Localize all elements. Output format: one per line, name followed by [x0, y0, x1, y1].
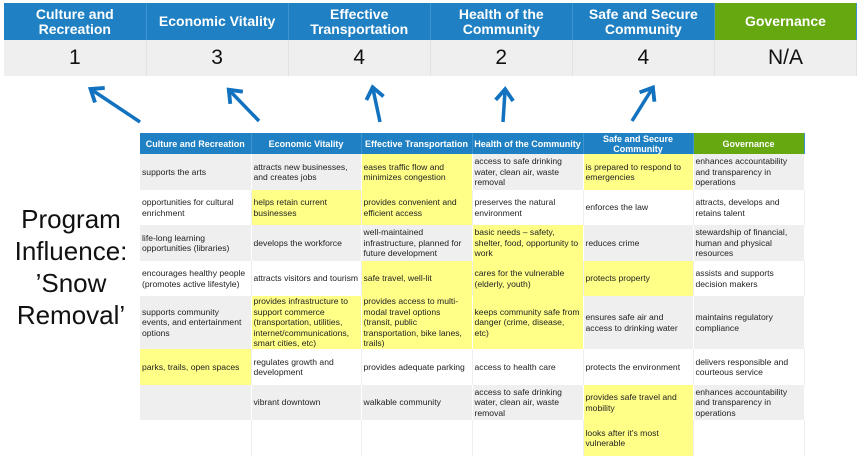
table-cell: protects the environment [583, 349, 694, 385]
score-governance: N/A [714, 40, 858, 76]
table-cell: reduces crime [583, 225, 694, 261]
table-cell: supports community events, and entertain… [140, 296, 252, 349]
table-cell [140, 420, 252, 456]
summary-header-transportation: Effective Transportation [288, 3, 431, 40]
score-health: 2 [430, 40, 573, 76]
table-cell: provides adequate parking [361, 349, 473, 385]
table-cell: ensures safe air and access to drinking … [583, 296, 694, 349]
summary-header-governance: Governance [714, 3, 858, 40]
table-cell: life-long learning opportunities (librar… [140, 225, 252, 261]
table-row: encourages healthy people (promotes acti… [140, 261, 805, 296]
arrow-culture-icon [92, 90, 141, 124]
detail-header-row: Culture and Recreation Economic Vitality… [140, 133, 805, 154]
table-cell: keeps community safe from danger (crime,… [472, 296, 584, 349]
table-cell: provides convenient and efficient access [361, 190, 473, 225]
table-cell: enforces the law [583, 190, 694, 225]
table-cell [361, 420, 473, 456]
table-cell: access to safe drinking water, clean air… [472, 154, 584, 190]
detail-header-safe: Safe and Secure Community [583, 133, 694, 154]
title-line: Influence: [14, 236, 128, 266]
score-culture: 1 [4, 40, 147, 76]
table-cell: supports the arts [140, 154, 252, 190]
detail-header-governance: Governance [693, 133, 805, 154]
table-cell: assists and supports decision makers [693, 261, 805, 296]
table-row: parks, trails, open spaces regulates grow… [140, 349, 805, 385]
table-cell: parks, trails, open spaces [140, 349, 252, 385]
table-cell: enhances accountability and transparency… [693, 154, 805, 190]
table-cell: delivers responsible and courteous servi… [693, 349, 805, 385]
table-cell: basic needs – safety, shelter, food, opp… [472, 225, 584, 261]
table-cell: walkable community [361, 385, 473, 420]
summary-header-row: Culture and Recreation Economic Vitality… [4, 3, 858, 40]
table-cell: provides safe travel and mobility [583, 385, 694, 420]
table-cell [693, 420, 805, 456]
table-cell: well-maintained infrastructure, planned … [361, 225, 473, 261]
arrows [0, 0, 859, 124]
table-cell [140, 385, 252, 420]
table-row: vibrant downtown walkable community access… [140, 385, 805, 420]
title-line: Removal’ [16, 300, 126, 330]
score-safe: 4 [572, 40, 715, 76]
table-row: opportunities for cultural enrichment hel… [140, 190, 805, 225]
summary-header-health: Health of the Community [430, 3, 573, 40]
table-cell: access to health care [472, 349, 584, 385]
score-economic: 3 [146, 40, 289, 76]
influence-detail-table: Culture and Recreation Economic Vitality… [140, 133, 805, 456]
table-row: supports the arts attracts new businesses… [140, 154, 805, 190]
table-cell: opportunities for cultural enrichment [140, 190, 252, 225]
arrow-transportation-icon [373, 89, 380, 123]
table-cell: preserves the natural environment [472, 190, 584, 225]
table-cell [472, 420, 584, 456]
table-cell: maintains regulatory compliance [693, 296, 805, 349]
summary-header-economic: Economic Vitality [146, 3, 289, 40]
score-transportation: 4 [288, 40, 431, 76]
table-cell: attracts, develops and retains talent [693, 190, 805, 225]
arrow-health-icon [503, 91, 505, 123]
table-cell: cares for the vulnerable (elderly, youth… [472, 261, 584, 296]
table-row: supports community events, and entertain… [140, 296, 805, 349]
table-cell [251, 420, 362, 456]
table-row: looks after it's most vulnerable [140, 420, 805, 456]
table-cell: enhances accountability and transparency… [693, 385, 805, 420]
table-cell: attracts visitors and tourism [251, 261, 362, 296]
table-cell: vibrant downtown [251, 385, 362, 420]
detail-header-economic: Economic Vitality [251, 133, 362, 154]
detail-header-transportation: Effective Transportation [361, 133, 473, 154]
detail-header-culture: Culture and Recreation [140, 133, 252, 154]
title-line: Program [21, 204, 121, 234]
detail-header-health: Health of the Community [472, 133, 584, 154]
table-cell: provides infrastructure to support comme… [251, 296, 362, 349]
table-cell: provides access to multi-modal travel op… [361, 296, 473, 349]
table-cell: stewardship of financial, human and phys… [693, 225, 805, 261]
table-cell: helps retain current businesses [251, 190, 362, 225]
summary-score-row: 1 3 4 2 4 N/A [4, 40, 858, 76]
program-influence-title: Program Influence: ’Snow Removal’ [0, 203, 142, 331]
table-row: life-long learning opportunities (librar… [140, 225, 805, 261]
table-cell: looks after it's most vulnerable [583, 420, 694, 456]
table-cell: encourages healthy people (promotes acti… [140, 261, 252, 296]
table-cell: safe travel, well-lit [361, 261, 473, 296]
table-cell: access to safe drinking water, clean air… [472, 385, 584, 420]
table-cell: develops the workforce [251, 225, 362, 261]
table-cell: protects property [583, 261, 694, 296]
table-cell: eases traffic flow and minimizes congest… [361, 154, 473, 190]
table-cell: attracts new businesses, and creates job… [251, 154, 362, 190]
arrow-economic-icon [230, 91, 261, 123]
priority-summary-table: Culture and Recreation Economic Vitality… [4, 3, 858, 76]
arrow-safe-icon [630, 89, 652, 122]
table-cell: is prepared to respond to emergencies [583, 154, 694, 190]
summary-header-safe: Safe and Secure Community [572, 3, 715, 40]
title-line: ’Snow [35, 268, 107, 298]
summary-header-culture: Culture and Recreation [4, 3, 147, 40]
table-cell: regulates growth and development [251, 349, 362, 385]
